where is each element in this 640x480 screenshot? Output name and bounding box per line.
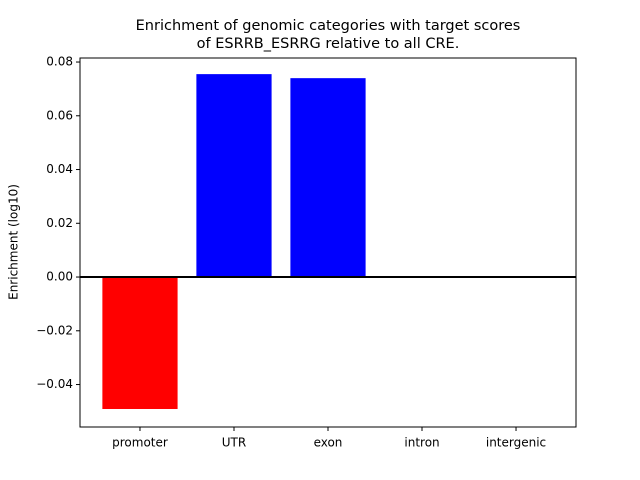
bar: [196, 74, 272, 278]
y-axis-label: Enrichment (log10): [7, 184, 21, 300]
axes-frame: [79, 57, 577, 428]
bar: [290, 78, 366, 278]
x-tick-label: promoter: [112, 436, 168, 450]
y-tick-label: −0.04: [36, 377, 73, 391]
x-tick-label: intergenic: [486, 436, 546, 450]
chart-title: of ESRRB_ESRRG relative to all CRE.: [197, 36, 460, 52]
y-tick-label: 0.02: [46, 216, 73, 230]
y-tick-label: 0.00: [46, 270, 73, 284]
x-tick-label: UTR: [222, 436, 246, 450]
y-tick-label: 0.06: [46, 108, 73, 122]
y-tick-label: −0.02: [36, 323, 73, 337]
x-tick-label: intron: [404, 436, 439, 450]
y-tick-label: 0.08: [46, 55, 73, 69]
chart-title: Enrichment of genomic categories with ta…: [136, 18, 521, 34]
bar: [102, 277, 178, 409]
y-tick-label: 0.04: [46, 162, 73, 176]
x-tick-label: exon: [314, 436, 343, 450]
